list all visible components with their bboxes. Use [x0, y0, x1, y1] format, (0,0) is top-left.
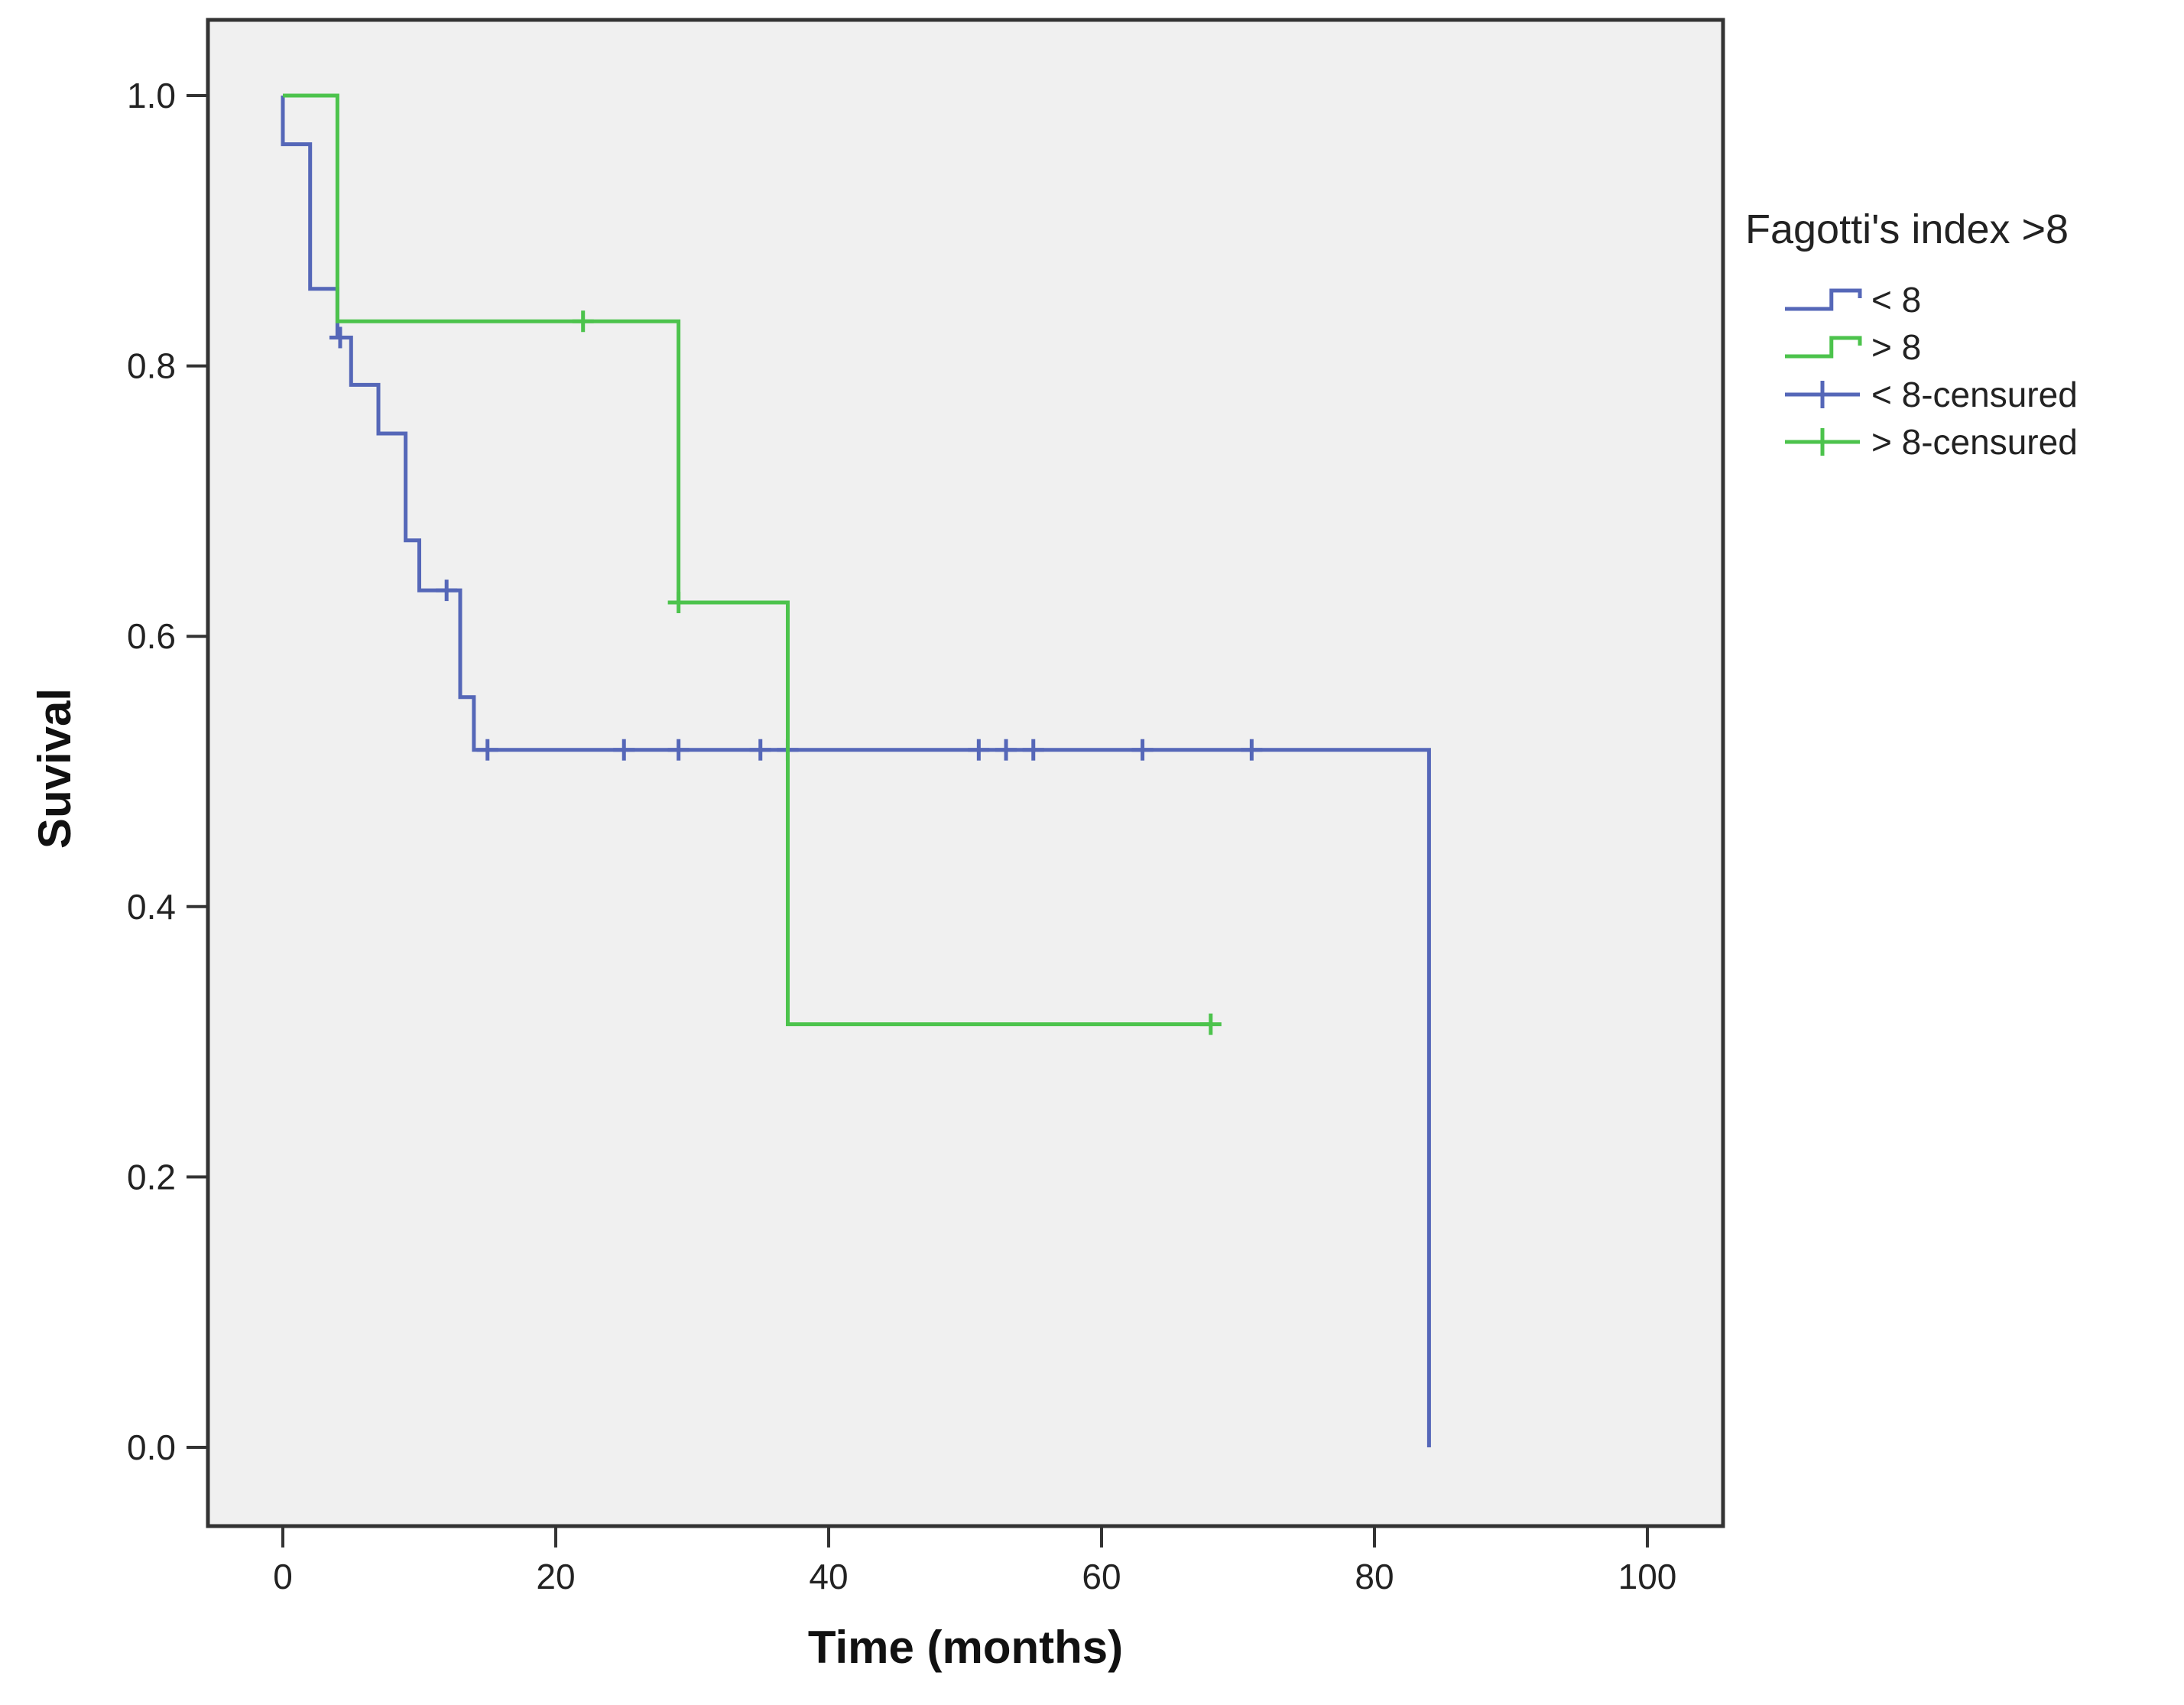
x-axis: 0 20 40 60 80 100 [273, 1526, 1676, 1596]
legend-label-0: < 8 [1871, 280, 1921, 320]
legend-entry-1: > 8 [1785, 327, 1921, 367]
y-tick-label-0.8: 0.8 [127, 346, 176, 386]
legend-label-2: < 8-censured [1871, 375, 2078, 414]
legend-label-1: > 8 [1871, 327, 1921, 367]
censor-mark-1-0 [572, 310, 594, 333]
legend-swatch-0 [1785, 288, 1862, 311]
plot-area [206, 18, 1725, 1528]
y-tick-label-0.4: 0.4 [127, 887, 176, 927]
y-tick-label-0.0: 0.0 [127, 1427, 176, 1467]
censor-mark-0-11 [1241, 739, 1263, 761]
legend-censor-swatch-2 [1785, 381, 1860, 408]
censor-mark-0-7 [968, 739, 990, 761]
x-axis-title: Time (months) [808, 1622, 1123, 1673]
x-tick-label-40: 40 [809, 1557, 848, 1596]
series-layer [281, 93, 1431, 1447]
legend-title: Fagotti's index >8 [1745, 206, 2069, 252]
legend-entries: < 8 > 8 < 8-censured > 8-censured [1785, 280, 2078, 462]
censor-mark-0-9 [1022, 739, 1044, 761]
censor-mark-1-2 [1199, 1013, 1222, 1035]
y-axis-title: Suvival [29, 688, 80, 849]
censor-mark-0-2 [476, 739, 498, 761]
legend-swatch-1 [1785, 336, 1862, 359]
x-tick-label-60: 60 [1082, 1557, 1121, 1596]
x-tick-label-0: 0 [273, 1557, 293, 1596]
x-tick-label-100: 100 [1618, 1557, 1677, 1596]
series-line-0 [281, 96, 1431, 1447]
legend-entry-3: > 8-censured [1785, 422, 2078, 462]
censor-mark-1-1 [667, 592, 690, 613]
legend-entry-2: < 8-censured [1785, 375, 2078, 414]
censor-mark-0-8 [995, 739, 1017, 761]
legend-censor-swatch-3 [1785, 428, 1860, 456]
censor-mark-0-5 [749, 739, 771, 761]
legend-label-3: > 8-censured [1871, 422, 2078, 462]
censor-mark-0-0 [329, 326, 351, 349]
x-tick-label-80: 80 [1355, 1557, 1394, 1596]
censor-mark-0-3 [613, 739, 635, 761]
legend: Fagotti's index >8 < 8 > 8 < 8-censured > 8… [1745, 206, 2078, 462]
legend-entry-0: < 8 [1785, 280, 1921, 320]
y-tick-label-0.2: 0.2 [127, 1157, 176, 1197]
series-line-1 [283, 93, 1211, 1027]
censor-mark-0-1 [436, 580, 458, 602]
censor-mark-0-4 [667, 739, 690, 761]
censor-mark-0-10 [1131, 739, 1154, 761]
y-tick-label-0.6: 0.6 [127, 616, 176, 656]
x-tick-label-20: 20 [536, 1557, 575, 1596]
y-tick-label-1.0: 1.0 [127, 76, 176, 115]
y-axis: 0.0 0.2 0.4 0.6 0.8 1.0 [127, 76, 208, 1467]
